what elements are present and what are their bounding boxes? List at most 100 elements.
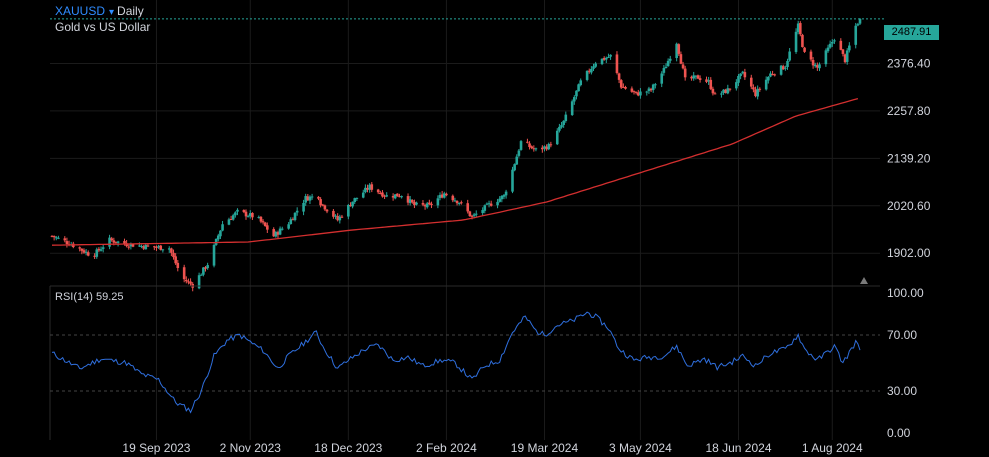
candle-body — [764, 79, 768, 90]
candle-body — [577, 84, 580, 92]
candle-body — [408, 199, 412, 203]
candle-body — [739, 73, 742, 77]
candle-body — [788, 51, 791, 61]
candle-body — [555, 130, 559, 145]
candle-body — [202, 267, 205, 275]
candle-body — [287, 224, 290, 229]
candle-body — [319, 199, 322, 206]
candle-body — [131, 244, 135, 247]
candle-body — [720, 93, 723, 95]
candle-body — [219, 230, 222, 237]
candle-body — [848, 45, 851, 51]
candle-body — [564, 114, 568, 122]
chevron-down-icon[interactable]: ▾ — [109, 7, 115, 18]
candle-body — [570, 101, 574, 116]
candle-body — [421, 203, 425, 205]
candle-body — [176, 262, 180, 269]
candle-body — [295, 210, 299, 213]
candle-body — [379, 192, 382, 194]
candle-body — [779, 65, 783, 75]
candle-body — [737, 75, 740, 83]
price-tick-label: 1902.00 — [887, 246, 931, 260]
candle-body — [355, 197, 359, 199]
candle-body — [749, 77, 753, 87]
candle-body — [206, 265, 209, 269]
rsi-tick-label: 70.00 — [887, 328, 917, 342]
candle-body — [302, 202, 305, 212]
candle-body — [172, 252, 175, 258]
candle-body — [677, 44, 681, 54]
candle-body — [558, 126, 561, 131]
candle-body — [619, 80, 623, 88]
candle-body — [498, 198, 502, 202]
candle-body — [351, 201, 354, 207]
candle-body — [221, 224, 224, 231]
candle-body — [799, 23, 802, 35]
candle-body — [451, 195, 455, 201]
candle-body — [159, 245, 163, 250]
candle-body — [413, 201, 416, 206]
candle-body — [127, 246, 131, 248]
candle-body — [845, 50, 849, 62]
candle-body — [182, 267, 186, 280]
symbol-name[interactable]: XAUUSD — [55, 4, 106, 18]
candle-body — [174, 256, 177, 264]
candle-body — [231, 215, 235, 220]
candle-body — [809, 51, 813, 60]
candle-body — [767, 76, 770, 81]
candle-body — [468, 211, 472, 217]
candle-body — [114, 241, 118, 243]
candle-body — [236, 209, 239, 212]
candle-body — [854, 25, 858, 45]
candle-body — [500, 195, 504, 200]
candle-body — [155, 246, 158, 248]
candle-body — [276, 232, 280, 235]
candle-body — [393, 194, 397, 199]
candle-body — [368, 184, 371, 190]
candle-body — [786, 61, 789, 68]
candle-body — [440, 194, 444, 198]
price-grid — [50, 0, 880, 440]
candle-body — [244, 211, 248, 217]
price-tick-label: 2257.80 — [887, 104, 931, 118]
candle-body — [391, 196, 395, 198]
candle-body — [396, 193, 399, 197]
candle-body — [769, 73, 772, 77]
rsi-tick-label: 30.00 — [887, 384, 917, 398]
symbol-header[interactable]: XAUUSD ▾ Daily — [55, 4, 144, 18]
candle-body — [530, 146, 533, 149]
candle-body — [843, 54, 847, 63]
candle-body — [116, 241, 120, 243]
candle-body — [547, 143, 551, 150]
candle-body — [833, 40, 836, 42]
candle-body — [532, 148, 536, 150]
last-price-badge: 2487.91 — [884, 25, 939, 40]
candle-body — [400, 196, 403, 198]
time-tick-label: 18 Jun 2024 — [705, 441, 771, 455]
candle-body — [630, 88, 634, 92]
candle-body — [696, 75, 700, 79]
interval-label[interactable]: Daily — [117, 4, 144, 18]
candle-body — [438, 194, 442, 198]
candle-body — [187, 281, 190, 283]
candle-body — [304, 196, 307, 203]
candle-body — [496, 201, 499, 206]
price-tick-label: 2020.60 — [887, 199, 931, 213]
candle-body — [229, 219, 233, 221]
candle-body — [340, 216, 344, 218]
candle-body — [796, 23, 800, 33]
alert-triangle-icon[interactable] — [860, 277, 868, 284]
candle-body — [289, 219, 293, 224]
candle-body — [485, 203, 489, 205]
candle-body — [515, 156, 519, 165]
candle-body — [679, 54, 683, 64]
candle-body — [573, 97, 576, 102]
candle-body — [784, 67, 787, 69]
candle-body — [325, 209, 329, 212]
candle-body — [80, 248, 84, 251]
candle-body — [705, 79, 708, 82]
candle-body — [504, 191, 508, 196]
candle-body — [167, 248, 171, 250]
candle-body — [856, 24, 860, 26]
candle-body — [645, 91, 649, 93]
